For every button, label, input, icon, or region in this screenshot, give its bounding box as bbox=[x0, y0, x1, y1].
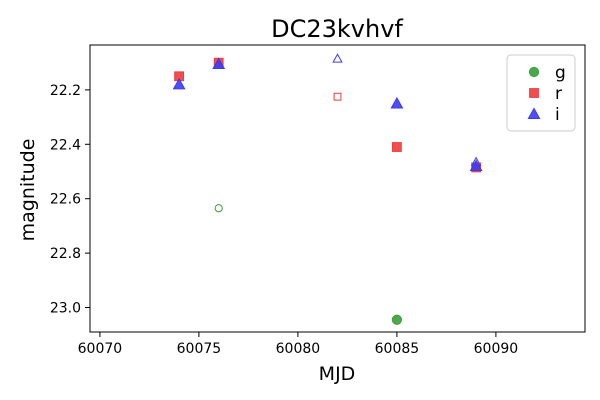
legend-label-i: i bbox=[555, 105, 560, 125]
point-g-upper-limit bbox=[214, 204, 223, 213]
x-tick-label: 60090 bbox=[474, 341, 519, 357]
y-tick-label: 22.6 bbox=[50, 192, 81, 208]
point-r-detection bbox=[392, 142, 402, 152]
point-i-detection bbox=[172, 77, 186, 90]
point-g-detection bbox=[391, 314, 402, 325]
x-tick-label: 60085 bbox=[375, 341, 420, 357]
axis-ticks: 60070 60075 60080 60085 60090 22.2 22.4 22.6 22.… bbox=[50, 83, 518, 357]
legend-marker-r bbox=[529, 88, 539, 98]
y-tick-label: 22.4 bbox=[50, 137, 81, 153]
legend-label-r: r bbox=[555, 84, 562, 104]
point-r-upper-limit bbox=[333, 92, 342, 101]
point-i-upper-limit bbox=[470, 156, 482, 166]
legend-marker-i bbox=[527, 107, 541, 119]
chart-title: DC23kvhvf bbox=[271, 15, 403, 43]
y-tick-label: 23.0 bbox=[50, 301, 81, 317]
legend-label-g: g bbox=[555, 63, 566, 83]
legend-marker-g bbox=[528, 66, 540, 78]
point-i-detection bbox=[212, 57, 226, 70]
x-axis-label: MJD bbox=[319, 363, 356, 385]
legend: gri bbox=[506, 54, 576, 132]
data-points bbox=[172, 53, 483, 325]
x-tick-label: 60075 bbox=[177, 341, 222, 357]
x-tick-label: 60070 bbox=[78, 341, 123, 357]
y-tick-label: 22.2 bbox=[50, 83, 81, 99]
y-tick-label: 22.8 bbox=[50, 246, 81, 262]
point-i-detection bbox=[390, 96, 404, 109]
y-axis-label: magnitude bbox=[17, 139, 39, 242]
point-i-upper-limit bbox=[332, 53, 343, 63]
plot-frame bbox=[89, 44, 586, 333]
x-tick-label: 60080 bbox=[276, 341, 321, 357]
legend-box bbox=[506, 54, 576, 132]
